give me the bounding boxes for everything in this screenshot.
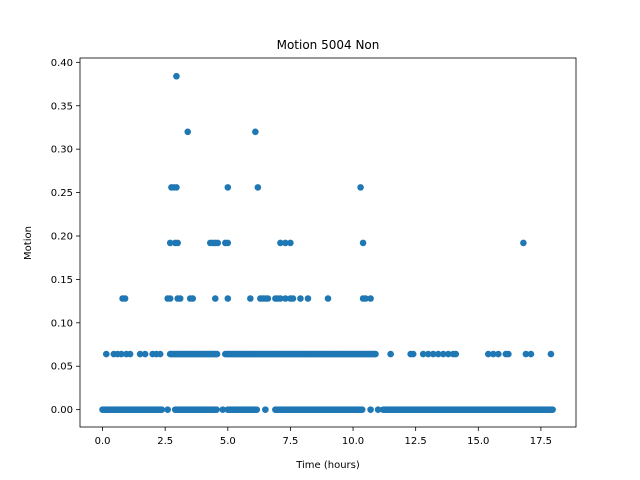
data-point bbox=[219, 406, 227, 413]
x-tick-label: 2.5 bbox=[157, 436, 173, 447]
data-point bbox=[174, 239, 181, 247]
data-point bbox=[358, 406, 366, 413]
y-tick-label: 0.00 bbox=[51, 405, 73, 416]
data-point bbox=[213, 350, 221, 358]
data-point bbox=[520, 239, 527, 247]
data-point bbox=[277, 239, 284, 247]
data-point bbox=[452, 350, 460, 358]
data-point bbox=[324, 295, 332, 302]
data-point bbox=[176, 295, 184, 302]
data-point bbox=[429, 350, 437, 358]
y-tick-label: 0.35 bbox=[51, 101, 73, 112]
x-axis-label: Time (hours) bbox=[295, 460, 360, 471]
data-point bbox=[262, 406, 269, 413]
x-tick-label: 5.0 bbox=[220, 436, 236, 447]
x-tick-label: 17.5 bbox=[530, 436, 552, 447]
data-point bbox=[166, 295, 174, 302]
data-point bbox=[166, 239, 174, 247]
x-axis-ticks: 0.0 2.5 5.0 7.5 10.0 12.5 15.0 17.5 bbox=[95, 427, 552, 447]
data-point bbox=[549, 406, 556, 413]
data-point bbox=[252, 128, 259, 136]
data-point bbox=[505, 350, 512, 358]
data-point bbox=[224, 184, 232, 191]
y-tick-label: 0.05 bbox=[51, 362, 73, 373]
y-tick-label: 0.10 bbox=[51, 318, 73, 329]
data-point bbox=[173, 184, 180, 191]
data-point bbox=[359, 239, 367, 247]
data-point bbox=[490, 350, 497, 358]
data-point bbox=[214, 239, 222, 247]
data-point bbox=[224, 239, 232, 247]
x-tick-label: 0.0 bbox=[95, 436, 111, 447]
data-point bbox=[158, 406, 166, 413]
data-point bbox=[439, 350, 447, 358]
data-point bbox=[357, 184, 364, 191]
data-point bbox=[224, 295, 232, 302]
data-point bbox=[121, 295, 129, 302]
y-tick-label: 0.15 bbox=[51, 275, 73, 286]
data-point bbox=[287, 239, 294, 247]
data-point bbox=[424, 350, 432, 358]
x-tick-label: 15.0 bbox=[467, 436, 489, 447]
data-point bbox=[282, 239, 289, 247]
data-point bbox=[253, 406, 261, 413]
data-point bbox=[434, 350, 442, 358]
data-point bbox=[103, 350, 110, 358]
data-point bbox=[211, 295, 219, 302]
data-point bbox=[419, 350, 427, 358]
data-point bbox=[444, 350, 452, 358]
y-tick-label: 0.30 bbox=[51, 145, 73, 156]
data-point bbox=[367, 406, 374, 413]
y-tick-label: 0.25 bbox=[51, 188, 73, 199]
data-point bbox=[173, 72, 180, 80]
data-point bbox=[362, 295, 369, 302]
data-point bbox=[264, 295, 272, 302]
y-axis-ticks: 0.00 0.05 0.10 0.15 0.20 0.25 0.30 0.35 0.40 bbox=[51, 58, 80, 416]
data-point bbox=[164, 406, 171, 413]
data-point bbox=[282, 295, 289, 302]
data-point bbox=[184, 128, 192, 136]
data-point bbox=[213, 406, 220, 413]
data-point bbox=[189, 295, 197, 302]
data-point bbox=[126, 350, 134, 358]
data-point bbox=[485, 350, 492, 358]
data-point bbox=[304, 295, 312, 302]
data-points bbox=[99, 72, 556, 413]
data-point bbox=[118, 350, 125, 358]
data-point bbox=[387, 350, 394, 358]
data-point bbox=[374, 406, 382, 413]
plot-frame bbox=[79, 57, 577, 428]
x-tick-label: 10.0 bbox=[342, 436, 364, 447]
chart-title: Motion 5004 Non bbox=[277, 38, 380, 52]
x-tick-label: 7.5 bbox=[282, 436, 298, 447]
data-point bbox=[372, 350, 379, 358]
data-point bbox=[289, 295, 297, 302]
y-tick-label: 0.20 bbox=[51, 231, 73, 242]
data-point bbox=[297, 295, 304, 302]
data-point bbox=[136, 350, 144, 358]
y-tick-label: 0.40 bbox=[51, 58, 73, 69]
data-point bbox=[547, 350, 555, 358]
data-point bbox=[141, 350, 149, 358]
x-tick-label: 12.5 bbox=[405, 436, 427, 447]
data-point bbox=[495, 350, 502, 358]
data-point bbox=[522, 350, 530, 358]
data-point bbox=[254, 184, 262, 191]
data-point bbox=[277, 295, 284, 302]
data-point bbox=[156, 350, 164, 358]
data-point bbox=[409, 350, 417, 358]
data-point bbox=[367, 295, 374, 302]
y-axis-label: Motion bbox=[23, 226, 34, 260]
data-point bbox=[527, 350, 535, 358]
data-point bbox=[247, 295, 254, 302]
